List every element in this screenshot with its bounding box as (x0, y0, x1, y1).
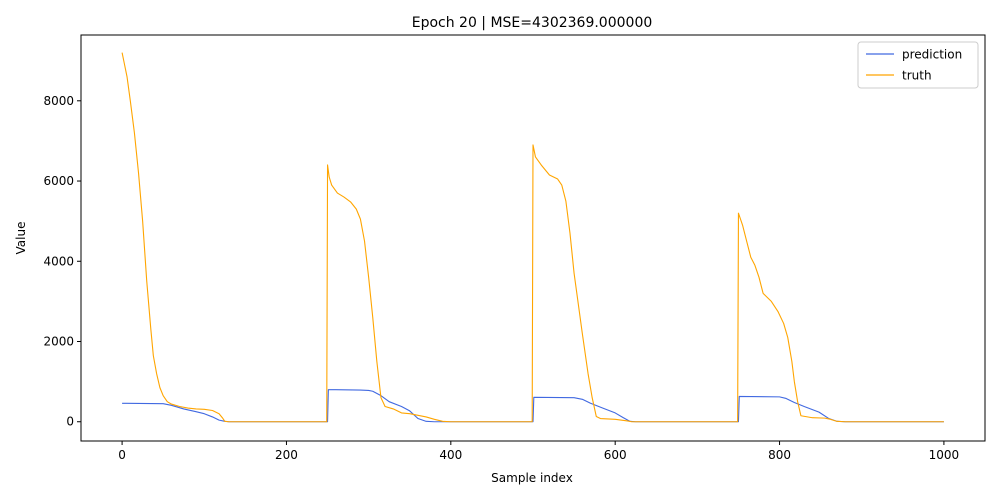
x-tick-label: 0 (118, 448, 126, 462)
x-tick-label: 600 (604, 448, 627, 462)
legend-label-prediction: prediction (902, 48, 962, 62)
series-layer (121, 52, 944, 423)
x-tick-label: 800 (768, 448, 791, 462)
y-tick-label: 0 (66, 415, 74, 429)
y-axis-ticks: 0 2000 4000 6000 8000 (43, 94, 81, 429)
y-tick-label: 8000 (43, 94, 74, 108)
x-tick-label: 1000 (929, 448, 960, 462)
x-axis-ticks: 0 200 400 600 800 1000 (118, 441, 959, 462)
y-tick-label: 2000 (43, 335, 74, 349)
legend: prediction truth (857, 41, 979, 89)
x-axis-label: Sample index (491, 471, 573, 485)
plot-area: 0 200 400 600 800 1000 0 2000 4000 6000 8000 (43, 34, 986, 462)
x-tick-label: 400 (439, 448, 462, 462)
axes-frame (80, 34, 986, 442)
legend-label-truth: truth (902, 69, 932, 83)
y-tick-label: 6000 (43, 174, 74, 188)
x-tick-label: 200 (275, 448, 298, 462)
chart-title: Epoch 20 | MSE=4302369.000000 (412, 15, 653, 31)
y-tick-label: 4000 (43, 254, 74, 268)
series-line-truth (121, 52, 944, 423)
series-line-prediction (122, 389, 944, 423)
y-axis-label: Value (14, 222, 28, 255)
